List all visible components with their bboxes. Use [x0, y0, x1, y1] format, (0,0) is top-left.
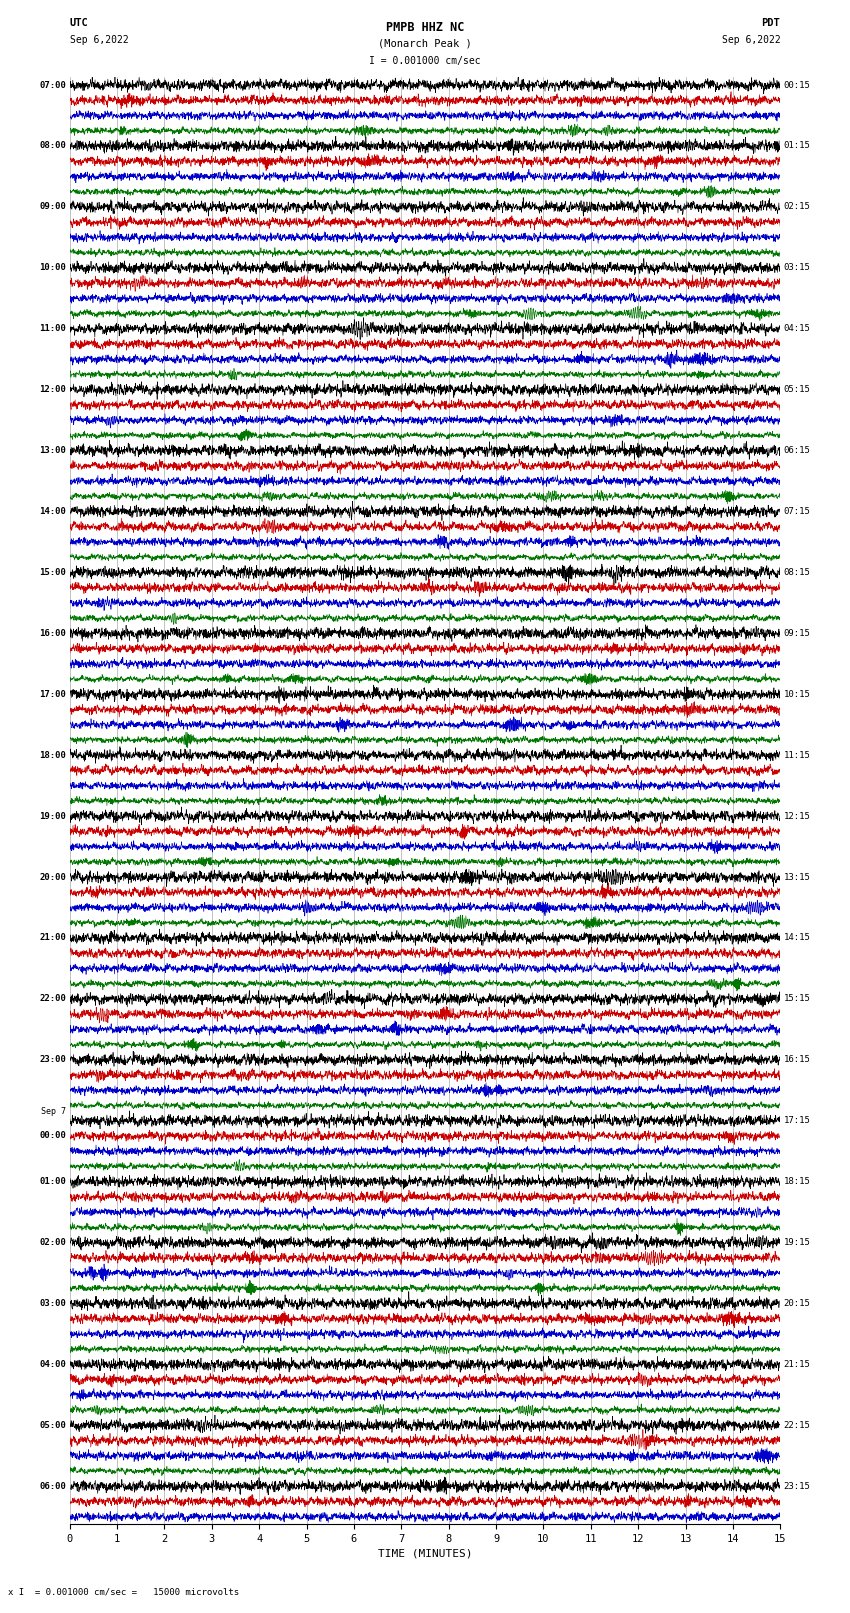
Text: 02:00: 02:00 — [39, 1239, 66, 1247]
Text: UTC: UTC — [70, 18, 88, 27]
Text: 03:00: 03:00 — [39, 1298, 66, 1308]
Text: 01:00: 01:00 — [39, 1177, 66, 1186]
Text: 04:15: 04:15 — [784, 324, 811, 334]
Text: 13:00: 13:00 — [39, 447, 66, 455]
Text: 21:15: 21:15 — [784, 1360, 811, 1369]
Text: 22:00: 22:00 — [39, 994, 66, 1003]
Text: Sep 6,2022: Sep 6,2022 — [722, 35, 780, 45]
Text: 20:00: 20:00 — [39, 873, 66, 882]
Text: I = 0.001000 cm/sec: I = 0.001000 cm/sec — [369, 56, 481, 66]
Text: 11:00: 11:00 — [39, 324, 66, 334]
Text: 01:15: 01:15 — [784, 142, 811, 150]
Text: 00:00: 00:00 — [39, 1131, 66, 1140]
Text: 12:15: 12:15 — [784, 811, 811, 821]
Text: 15:00: 15:00 — [39, 568, 66, 577]
Text: 23:15: 23:15 — [784, 1482, 811, 1490]
Text: 09:15: 09:15 — [784, 629, 811, 637]
Text: 18:00: 18:00 — [39, 750, 66, 760]
Text: 03:15: 03:15 — [784, 263, 811, 273]
Text: 05:15: 05:15 — [784, 386, 811, 394]
Text: 06:00: 06:00 — [39, 1482, 66, 1490]
Text: 16:00: 16:00 — [39, 629, 66, 637]
Text: 10:00: 10:00 — [39, 263, 66, 273]
Text: 23:00: 23:00 — [39, 1055, 66, 1065]
Text: PDT: PDT — [762, 18, 780, 27]
Text: 06:15: 06:15 — [784, 447, 811, 455]
Text: 04:00: 04:00 — [39, 1360, 66, 1369]
Text: 20:15: 20:15 — [784, 1298, 811, 1308]
Text: 16:15: 16:15 — [784, 1055, 811, 1065]
Text: 07:15: 07:15 — [784, 506, 811, 516]
Text: Sep 7: Sep 7 — [42, 1107, 66, 1116]
Text: 17:00: 17:00 — [39, 690, 66, 698]
Text: 13:15: 13:15 — [784, 873, 811, 882]
Text: 09:00: 09:00 — [39, 202, 66, 211]
Text: 17:15: 17:15 — [784, 1116, 811, 1126]
Text: 00:15: 00:15 — [784, 81, 811, 90]
Text: PMPB HHZ NC: PMPB HHZ NC — [386, 21, 464, 34]
Text: Sep 6,2022: Sep 6,2022 — [70, 35, 128, 45]
Text: 11:15: 11:15 — [784, 750, 811, 760]
Text: 07:00: 07:00 — [39, 81, 66, 90]
Text: 12:00: 12:00 — [39, 386, 66, 394]
Text: 05:00: 05:00 — [39, 1421, 66, 1429]
Text: 19:00: 19:00 — [39, 811, 66, 821]
Text: 15:15: 15:15 — [784, 994, 811, 1003]
Text: (Monarch Peak ): (Monarch Peak ) — [378, 39, 472, 48]
Text: 14:15: 14:15 — [784, 934, 811, 942]
Text: 14:00: 14:00 — [39, 506, 66, 516]
Text: 08:15: 08:15 — [784, 568, 811, 577]
Text: 22:15: 22:15 — [784, 1421, 811, 1429]
Text: 18:15: 18:15 — [784, 1177, 811, 1186]
Text: 10:15: 10:15 — [784, 690, 811, 698]
Text: x I  = 0.001000 cm/sec =   15000 microvolts: x I = 0.001000 cm/sec = 15000 microvolts — [8, 1587, 240, 1597]
Text: 19:15: 19:15 — [784, 1239, 811, 1247]
Text: 02:15: 02:15 — [784, 202, 811, 211]
Text: 08:00: 08:00 — [39, 142, 66, 150]
X-axis label: TIME (MINUTES): TIME (MINUTES) — [377, 1548, 473, 1558]
Text: 21:00: 21:00 — [39, 934, 66, 942]
